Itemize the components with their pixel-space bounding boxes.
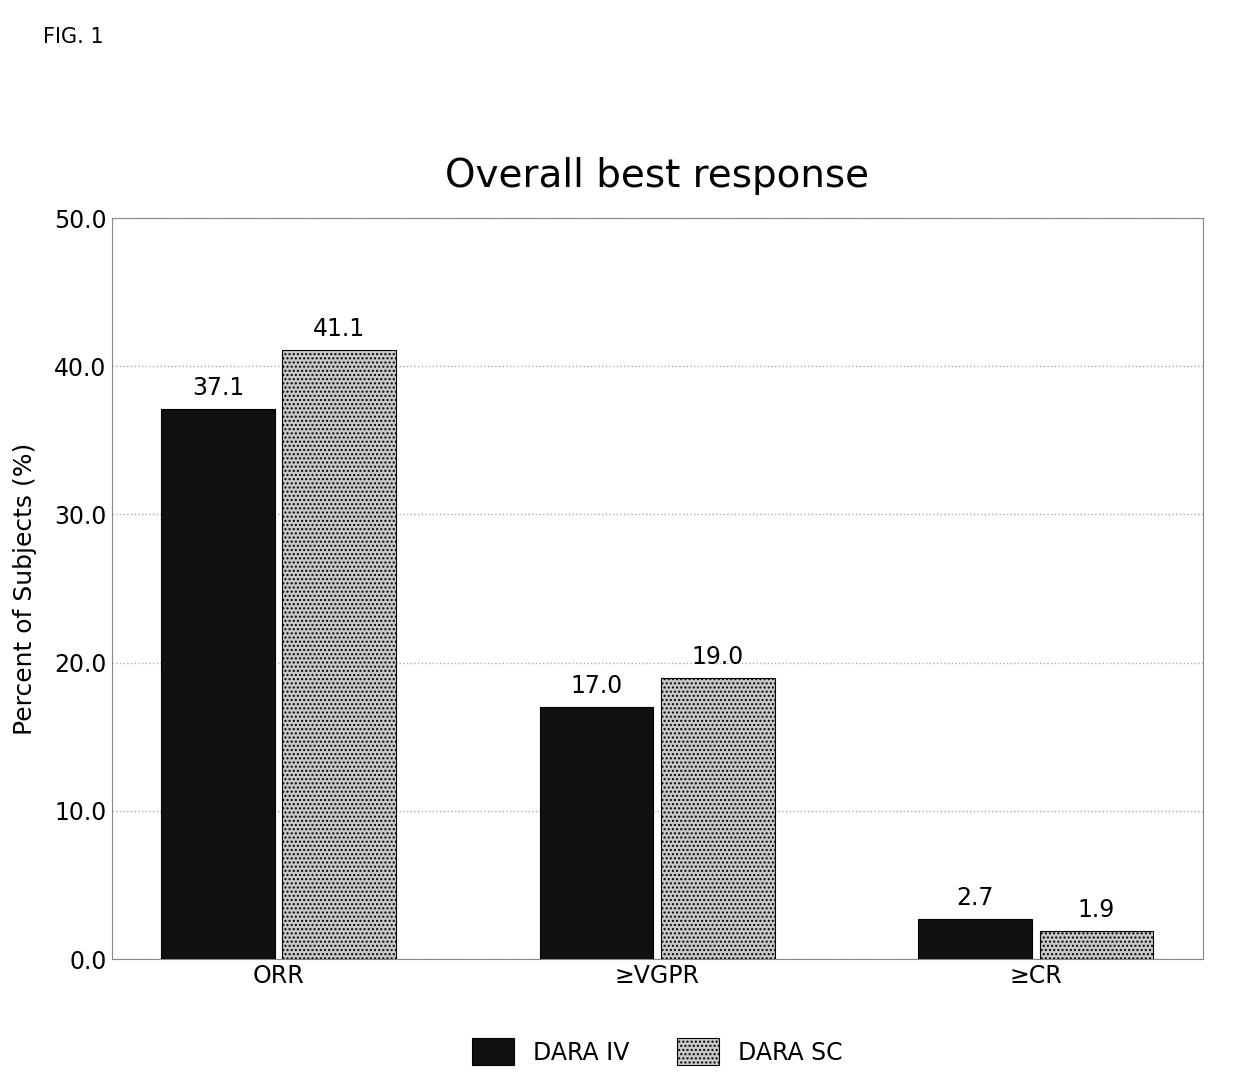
Bar xyxy=(283,350,396,959)
Y-axis label: Percent of Subjects (%): Percent of Subjects (%) xyxy=(14,443,37,735)
Bar xyxy=(161,409,275,959)
Text: 19.0: 19.0 xyxy=(692,644,744,668)
Text: 41.1: 41.1 xyxy=(312,317,366,341)
Bar xyxy=(661,678,775,959)
Bar xyxy=(1039,931,1153,959)
Bar xyxy=(539,707,653,959)
Text: FIG. 1: FIG. 1 xyxy=(43,27,104,47)
Legend: DARA IV, DARA SC: DARA IV, DARA SC xyxy=(460,1026,854,1077)
Text: 37.1: 37.1 xyxy=(192,376,244,400)
Text: 2.7: 2.7 xyxy=(956,886,994,910)
Title: Overall best response: Overall best response xyxy=(445,157,869,195)
Bar xyxy=(919,919,1032,959)
Text: 1.9: 1.9 xyxy=(1078,898,1115,922)
Text: 17.0: 17.0 xyxy=(570,675,622,699)
